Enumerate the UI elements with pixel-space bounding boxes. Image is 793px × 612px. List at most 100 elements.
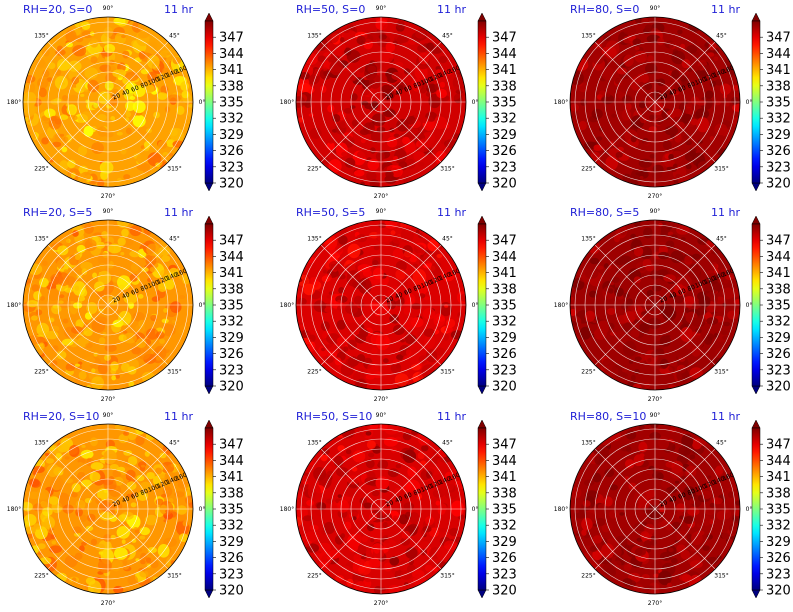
heatmap-blob (407, 466, 417, 478)
heatmap-blob (68, 445, 80, 457)
heatmap-blob (733, 299, 740, 305)
heatmap-blob (369, 316, 375, 321)
radial-tick-label: 40 (394, 291, 404, 300)
heatmap-blob (163, 308, 169, 313)
heatmap-blob (24, 116, 29, 122)
radial-tick-label: 100 (420, 279, 433, 290)
heatmap-blob (110, 502, 123, 511)
colorbar-tick-label: 329 (219, 535, 244, 550)
heatmap-blob (95, 497, 102, 505)
angle-gridline (320, 244, 382, 306)
heatmap-blob (341, 151, 348, 157)
heatmap-blob (129, 96, 136, 100)
heatmap-blob (87, 513, 96, 522)
heatmap-blob (629, 305, 638, 311)
colorbar-tick-label: 323 (219, 160, 244, 175)
colorbar-tick-label: 341 (492, 266, 517, 281)
angle-gridline (380, 304, 442, 366)
heatmap-blob (351, 119, 359, 127)
heatmap-blob (180, 81, 189, 92)
colorbar-tick-label: 344 (492, 47, 517, 62)
angle-tick-label: 90° (650, 208, 661, 215)
heatmap-blob (23, 501, 31, 507)
heatmap-blob (725, 274, 734, 281)
heatmap-blob (600, 133, 605, 137)
heatmap-blob (581, 517, 593, 531)
colorbar-gradient (477, 223, 487, 387)
heatmap-blob (607, 308, 616, 315)
angle-gridline (594, 41, 656, 103)
heatmap-blob (75, 319, 85, 329)
heatmap-blob (617, 67, 627, 75)
radial-tick-label: 100 (694, 483, 707, 494)
panel-time-label: 11 hr (437, 3, 466, 16)
heatmap-blob (433, 116, 447, 130)
heatmap-blob (93, 102, 99, 109)
heatmap-blob (176, 105, 185, 115)
radial-tick-label: 40 (668, 291, 678, 300)
heatmap-blob (308, 334, 316, 342)
heatmap-blob (375, 476, 390, 490)
colorbar-tick-label: 338 (492, 79, 517, 94)
heatmap-blob (638, 158, 652, 168)
heatmap-blob (353, 169, 365, 177)
heatmap-blob (76, 244, 86, 253)
heatmap-blob (352, 450, 366, 463)
heatmap-blob (138, 51, 146, 60)
heatmap-blob (432, 567, 438, 572)
heatmap-blob (666, 582, 673, 588)
radial-tick-label: 80 (140, 81, 150, 90)
panel-time-label: 11 hr (711, 410, 740, 423)
heatmap-blob (75, 35, 84, 43)
heatmap-blob (135, 338, 147, 348)
heatmap-blob (372, 257, 382, 266)
heatmap-blob (65, 363, 76, 372)
heatmap-blob (663, 274, 676, 282)
radial-tick-label: 60 (130, 287, 140, 296)
heatmap-blob (42, 507, 53, 517)
radial-tick-label: 160 (448, 472, 461, 483)
heatmap-blob (370, 129, 383, 143)
heatmap-blob (571, 112, 580, 121)
heatmap-blob (50, 276, 60, 285)
colorbar-tick-label: 335 (766, 96, 791, 111)
heatmap-blob (122, 560, 128, 565)
angle-gridline (380, 244, 442, 306)
heatmap-blob (90, 129, 96, 133)
heatmap-blob (614, 331, 628, 345)
polar-frame (295, 219, 467, 391)
heatmap-blob (137, 294, 144, 299)
colorbar-tick-label: 347 (766, 31, 791, 46)
heatmap-blob (165, 509, 171, 513)
heatmap-blob (403, 306, 411, 315)
heatmap-blob (334, 535, 344, 545)
heatmap-blob (90, 538, 97, 546)
heatmap-blob (325, 356, 334, 364)
heatmap-blob (666, 486, 678, 494)
heatmap-blob (179, 533, 188, 542)
heatmap-blob (83, 327, 93, 337)
heatmap-blob (164, 279, 175, 290)
radial-tick-label: 40 (121, 495, 131, 504)
heatmap-blob (358, 66, 365, 73)
heatmap-blob (155, 498, 164, 506)
heatmap-blob (309, 524, 319, 531)
heatmap-blob (651, 284, 663, 292)
heatmap-blob (336, 343, 341, 346)
heatmap-blob (622, 173, 632, 182)
colorbar-tick-label: 329 (219, 128, 244, 143)
angle-tick-label: 225° (307, 573, 321, 580)
heatmap-blob (623, 54, 634, 67)
heatmap-blob (67, 60, 82, 72)
angle-tick-label: 180° (280, 99, 294, 106)
heatmap-blob (437, 245, 443, 250)
heatmap-blob (120, 252, 125, 256)
heatmap-blob (103, 449, 117, 465)
colorbar-tick-label: 320 (219, 584, 244, 599)
heatmap-blob (298, 117, 304, 123)
heatmap-blob (374, 548, 380, 554)
heatmap-blob (137, 491, 149, 502)
colorbar-tick-label: 347 (492, 31, 517, 46)
